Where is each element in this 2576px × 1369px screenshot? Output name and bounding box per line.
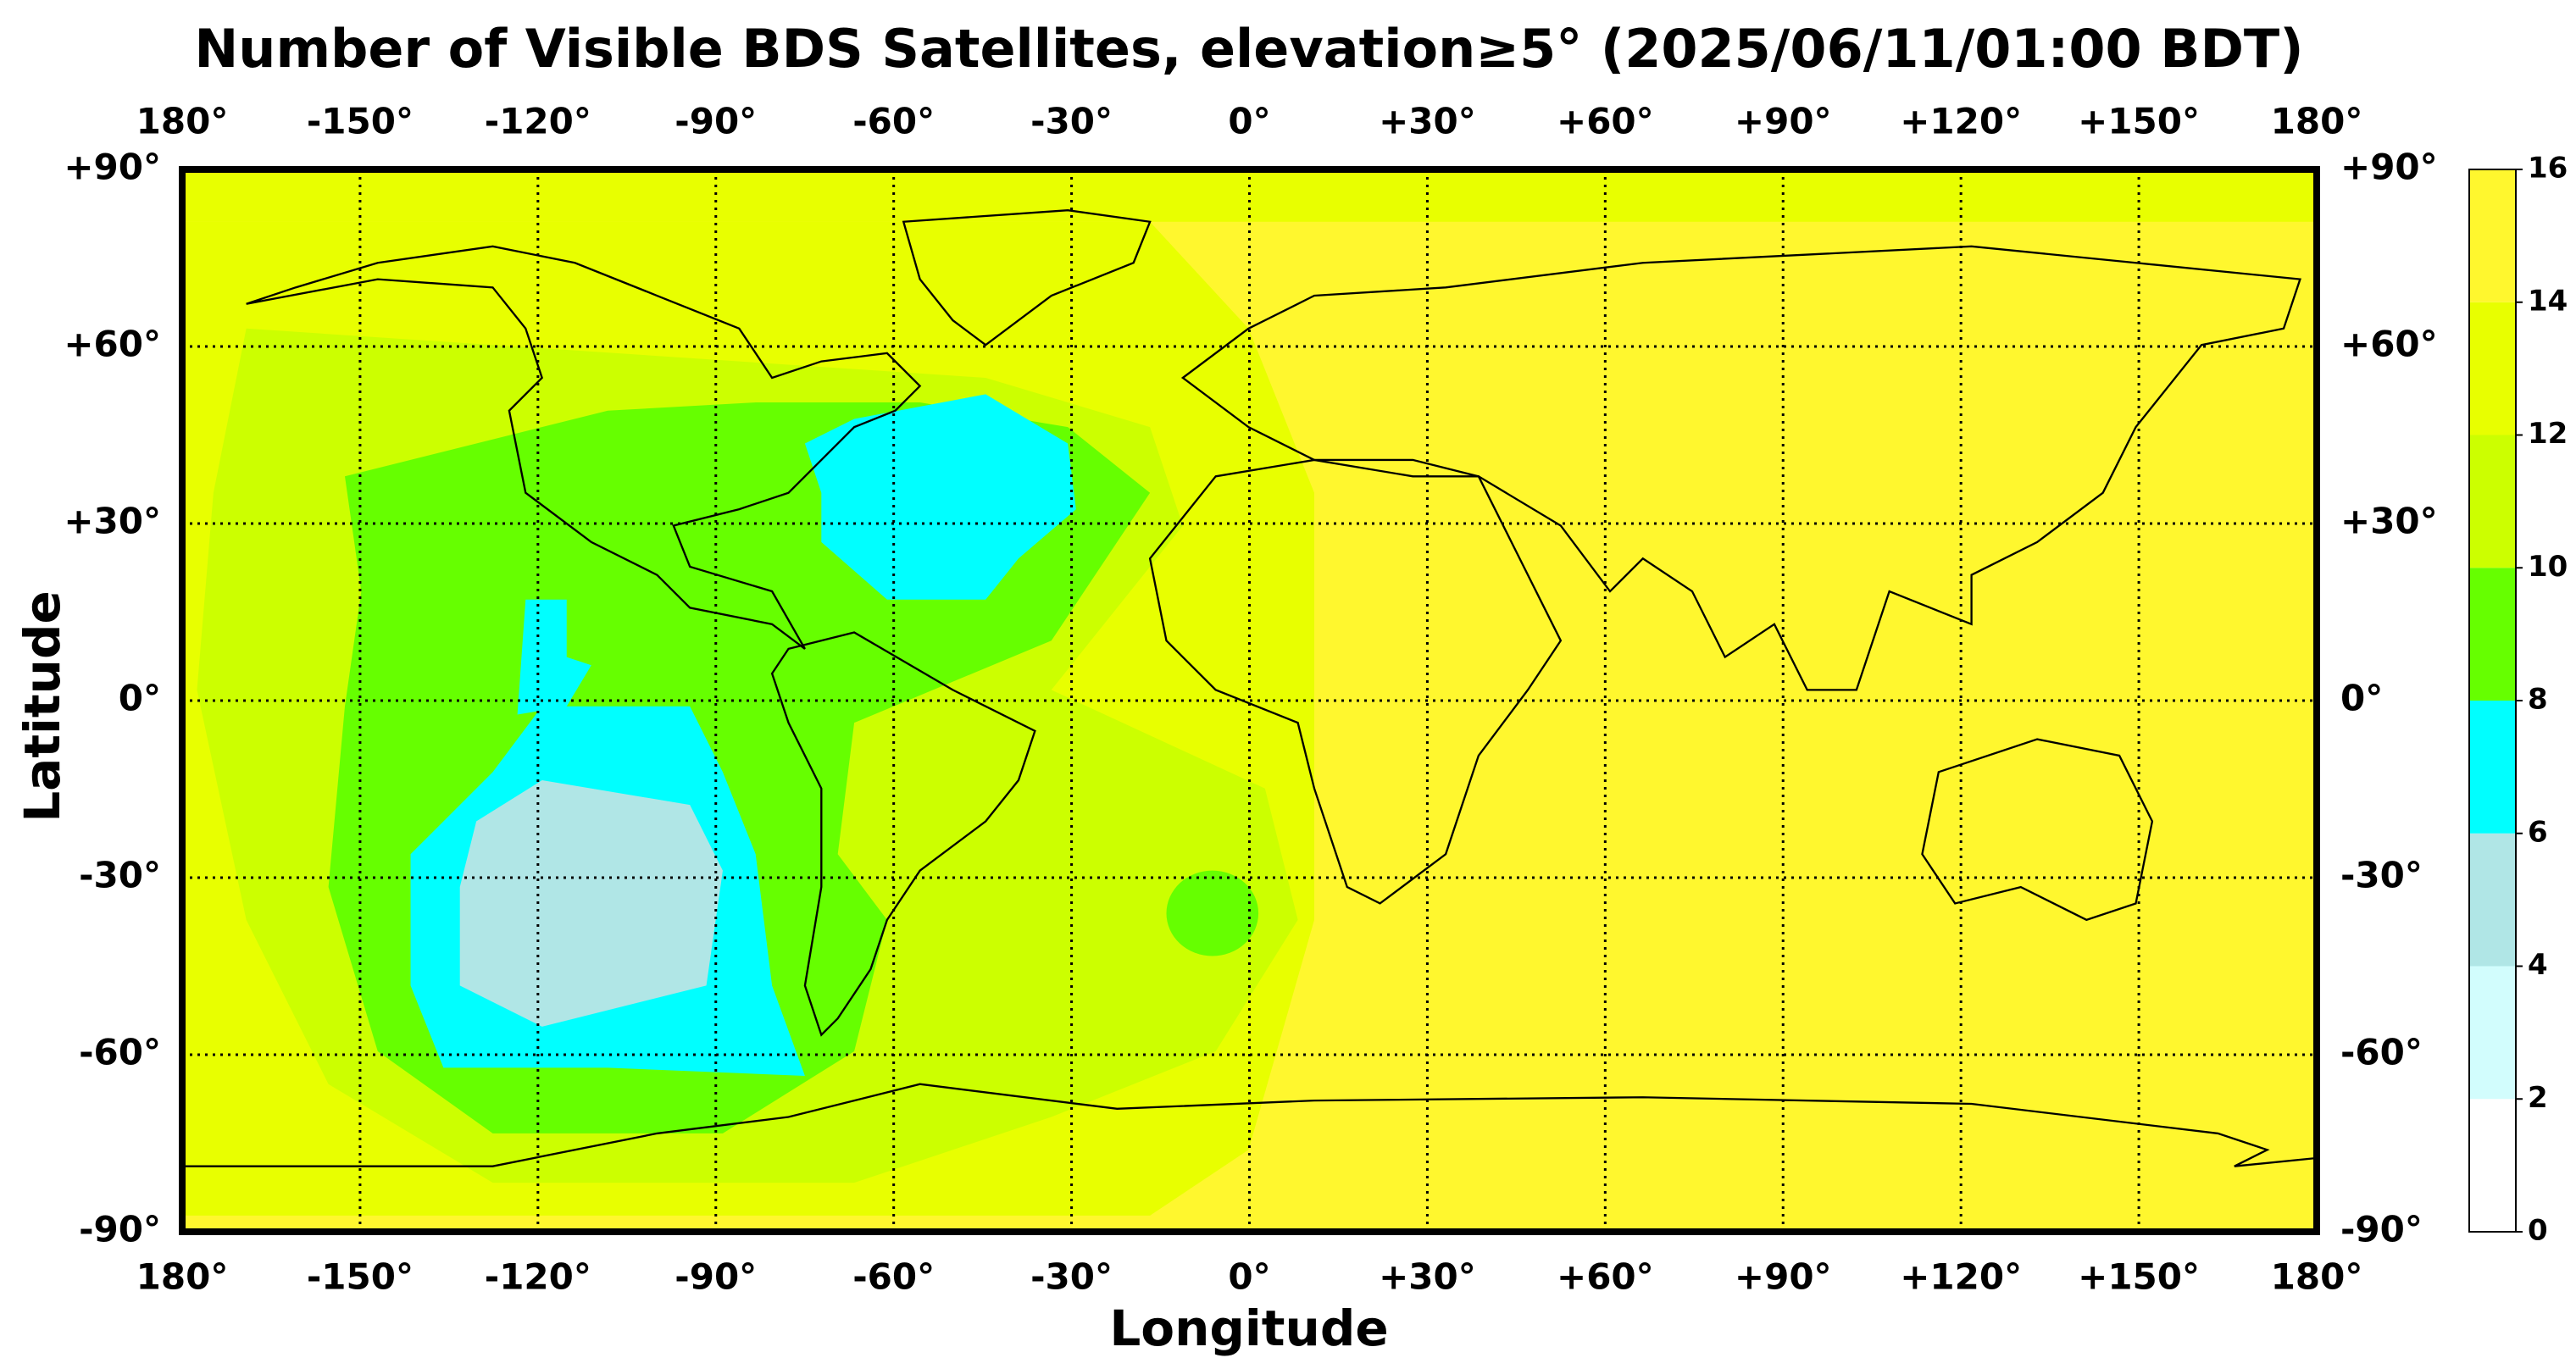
y-tick-label: -90°	[79, 1209, 161, 1250]
x-tick-label: 0°	[1228, 101, 1270, 142]
y-tick-label: +90°	[64, 147, 161, 188]
colorbar-band	[2469, 701, 2516, 834]
x-tick-label: +90°	[1735, 101, 1832, 142]
x-tick-label: 180°	[2271, 1256, 2363, 1298]
x-tick-label: -120°	[485, 1256, 591, 1298]
coastline	[182, 1083, 2317, 1167]
coastline	[1180, 245, 2301, 691]
y-tick-label: +60°	[2340, 324, 2438, 365]
x-tick-label: -150°	[307, 1256, 414, 1298]
y-tick-label: 0°	[119, 678, 161, 719]
y-tick-label: -30°	[2340, 855, 2423, 896]
colorbar-label: 16	[2528, 152, 2568, 186]
y-tick-label: +30°	[64, 501, 161, 542]
region	[1166, 870, 1259, 956]
colorbar-label: 0	[2528, 1214, 2548, 1248]
colorbar-label: 8	[2528, 683, 2548, 717]
x-tick-label: -90°	[675, 1256, 757, 1298]
y-tick-label: +60°	[64, 324, 161, 365]
x-tick-label: +30°	[1379, 101, 1476, 142]
y-tick-label: 0°	[2340, 678, 2383, 719]
colorbar-band	[2469, 833, 2516, 967]
region	[459, 780, 723, 1027]
x-tick-label: -90°	[675, 101, 757, 142]
x-tick-label: +60°	[1557, 1256, 1654, 1298]
colorbar-band	[2469, 169, 2516, 302]
x-tick-label: 180°	[2271, 101, 2363, 142]
y-tick-label: -60°	[2340, 1032, 2423, 1073]
colorbar-band	[2469, 966, 2516, 1100]
x-tick-label: -30°	[1030, 101, 1113, 142]
coastline	[1148, 458, 1563, 905]
x-tick-label: +120°	[1900, 101, 2022, 142]
y-tick-label: +30°	[2340, 501, 2438, 542]
region	[804, 394, 1076, 600]
y-axis-label: Latitude	[14, 590, 71, 823]
colorbar-band	[2469, 1099, 2516, 1232]
y-tick-label: +90°	[2340, 147, 2438, 188]
colorbar-label: 4	[2528, 948, 2548, 982]
x-axis-label: Longitude	[1109, 1300, 1388, 1357]
x-tick-label: -30°	[1030, 1256, 1113, 1298]
colorbar-band	[2469, 302, 2516, 435]
map-frame	[179, 166, 2320, 1235]
colorbar-label: 14	[2528, 284, 2568, 318]
y-tick-label: -30°	[79, 855, 161, 896]
x-tick-label: -120°	[485, 101, 591, 142]
x-tick-label: -60°	[852, 101, 935, 142]
x-tick-label: -150°	[307, 101, 414, 142]
map	[182, 169, 2317, 1232]
x-tick-label: +90°	[1735, 1256, 1832, 1298]
region	[517, 599, 591, 715]
x-tick-label: 180°	[136, 1256, 229, 1298]
x-tick-label: +60°	[1557, 101, 1654, 142]
coastline	[770, 631, 1036, 1037]
x-tick-label: +150°	[2078, 101, 2200, 142]
y-tick-label: -60°	[79, 1032, 161, 1073]
colorbar-band	[2469, 568, 2516, 701]
x-tick-label: 0°	[1228, 1256, 1270, 1298]
colorbar-label: 10	[2528, 550, 2568, 584]
colorbar-label: 12	[2528, 417, 2568, 451]
colorbar-band	[2469, 435, 2516, 568]
x-tick-label: 180°	[136, 101, 229, 142]
x-tick-label: -60°	[852, 1256, 935, 1298]
coastline	[246, 245, 922, 650]
x-tick-label: +120°	[1900, 1256, 2022, 1298]
x-tick-label: +150°	[2078, 1256, 2200, 1298]
coastline	[902, 209, 1152, 346]
x-tick-label: +30°	[1379, 1256, 1476, 1298]
colorbar-label: 6	[2528, 815, 2548, 849]
chart-title: Number of Visible BDS Satellites, elevat…	[194, 18, 2303, 80]
colorbar-label: 2	[2528, 1081, 2548, 1115]
y-tick-label: -90°	[2340, 1209, 2423, 1250]
